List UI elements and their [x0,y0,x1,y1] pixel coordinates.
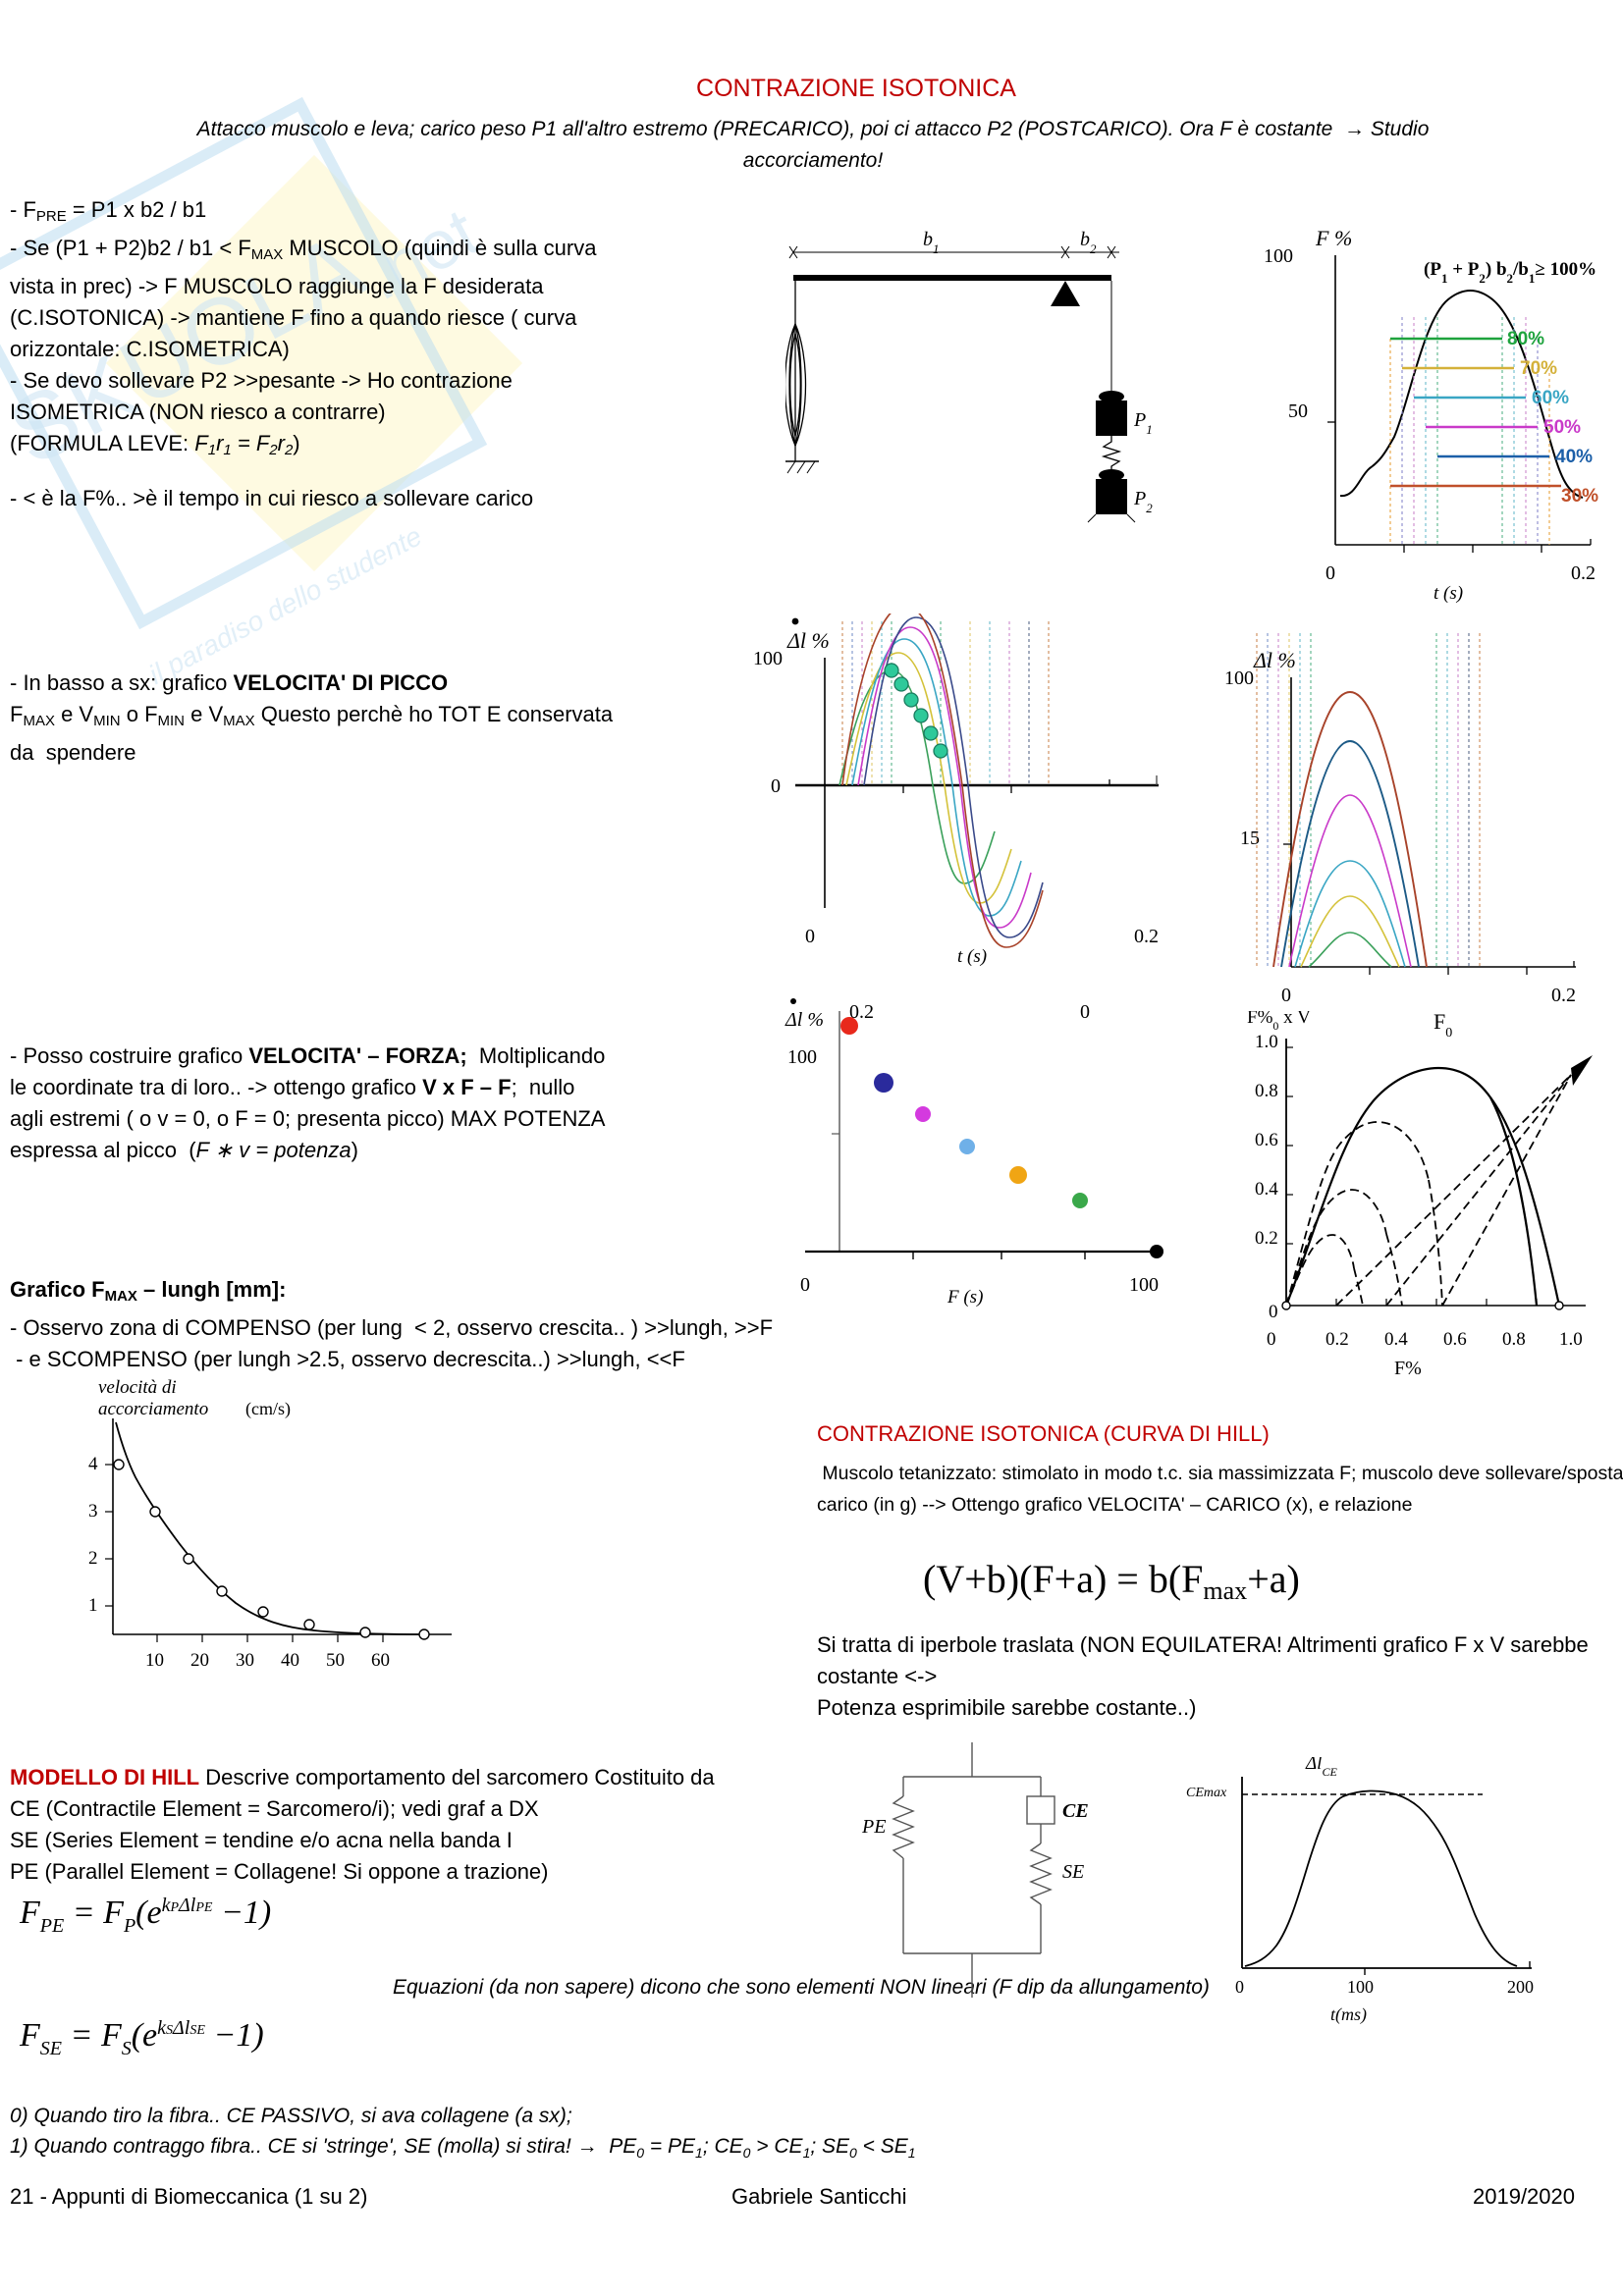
svg-text:40: 40 [281,1650,299,1671]
svg-text:P2: P2 [1133,488,1153,515]
svg-text:0.4: 0.4 [1384,1329,1408,1350]
svg-text:60%: 60% [1532,388,1569,408]
svg-text:SE: SE [1062,1861,1084,1883]
svg-text:200: 200 [1507,1977,1534,1997]
svg-text:F%: F% [1394,1358,1422,1379]
svg-text:P1: P1 [1133,409,1153,437]
svg-text:Δl %: Δl % [784,1009,824,1031]
svg-text:0: 0 [771,775,781,797]
svg-text:0.6: 0.6 [1443,1329,1467,1350]
svg-text:F %: F % [1315,226,1352,250]
svg-text:0.6: 0.6 [1255,1130,1278,1150]
svg-text:40%: 40% [1555,447,1593,467]
svg-text:0.2: 0.2 [1255,1228,1278,1249]
svg-text:0.4: 0.4 [1255,1179,1278,1200]
svg-text:0: 0 [1281,985,1291,1006]
svg-text:b2: b2 [1080,229,1097,256]
svg-text:100: 100 [1224,667,1254,689]
svg-text:1.0: 1.0 [1255,1032,1278,1052]
svg-text:0: 0 [805,926,815,947]
svg-text:100: 100 [787,1046,817,1068]
svg-text:0: 0 [800,1274,810,1296]
svg-text:CE: CE [1062,1800,1089,1822]
svg-text:F%0 x V: F%0 x V [1247,1011,1311,1033]
svg-text:10: 10 [145,1650,164,1671]
svg-text:velocità di: velocità di [98,1379,177,1398]
svg-text:F (s): F (s) [947,1287,983,1308]
svg-text:100: 100 [1129,1274,1159,1296]
svg-text:80%: 80% [1507,329,1544,349]
svg-text:0: 0 [1325,562,1335,584]
svg-text:0.2: 0.2 [1134,926,1159,947]
svg-text:t(ms): t(ms) [1330,2004,1367,2025]
svg-text:(P1 + P2) b2/b1≥ 100%: (P1 + P2) b2/b1≥ 100% [1424,259,1596,286]
svg-text:b1: b1 [923,229,940,256]
svg-text:50: 50 [326,1650,345,1671]
svg-text:60: 60 [371,1650,390,1671]
svg-text:50: 50 [1288,400,1308,422]
svg-text:t (s): t (s) [957,946,987,967]
svg-text:20: 20 [190,1650,209,1671]
svg-text:0.2: 0.2 [1325,1329,1349,1350]
svg-text:0.8: 0.8 [1255,1081,1278,1101]
svg-text:0: 0 [1235,1977,1244,1997]
svg-text:30%: 30% [1561,486,1598,507]
svg-text:accorciamento: accorciamento [98,1399,208,1419]
svg-text:30: 30 [236,1650,254,1671]
svg-text:0.2: 0.2 [1571,562,1596,584]
svg-text:70%: 70% [1520,358,1557,379]
svg-text:0: 0 [1080,1001,1090,1023]
svg-text:CEmax: CEmax [1186,1786,1227,1800]
svg-text:t (s): t (s) [1434,583,1463,604]
svg-text:4: 4 [88,1454,98,1474]
svg-text:100: 100 [1347,1977,1374,1997]
svg-text:F0: F0 [1434,1011,1452,1041]
svg-text:0: 0 [1267,1329,1276,1350]
svg-text:(cm/s): (cm/s) [245,1399,291,1419]
svg-text:Δl %: Δl % [786,628,830,653]
svg-text:1.0: 1.0 [1559,1329,1583,1350]
svg-text:PE: PE [861,1816,886,1838]
svg-text:ΔlCE: ΔlCE [1305,1757,1337,1779]
svg-text:3: 3 [88,1501,98,1522]
svg-text:50%: 50% [1543,417,1581,438]
svg-text:0: 0 [1269,1302,1278,1322]
svg-text:1: 1 [88,1595,98,1616]
svg-text:0.8: 0.8 [1502,1329,1526,1350]
svg-text:0.2: 0.2 [1551,985,1576,1006]
svg-text:100: 100 [1264,245,1293,267]
svg-text:100: 100 [753,648,783,669]
svg-text:2: 2 [88,1548,98,1569]
